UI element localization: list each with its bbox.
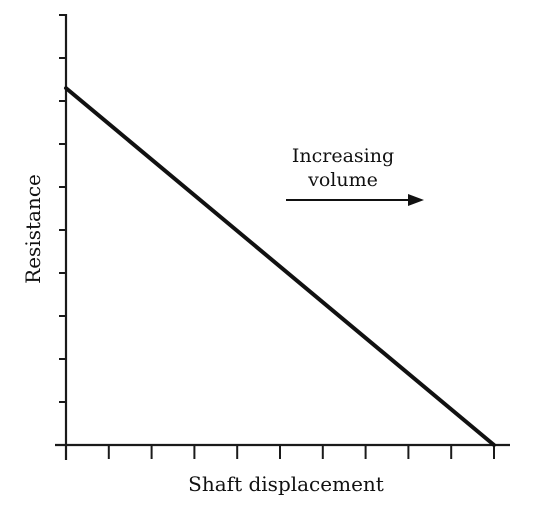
annotation-arrow-head [408,194,424,206]
annotation-line-1: Increasing [292,145,394,167]
x-ticks [65,445,495,459]
y-axis-label: Resistance [21,174,45,284]
series-group [64,86,496,447]
x-axis-label: Shaft displacement [188,472,384,496]
series-line-0 [64,86,496,447]
annotation-line-2: volume [307,169,378,191]
